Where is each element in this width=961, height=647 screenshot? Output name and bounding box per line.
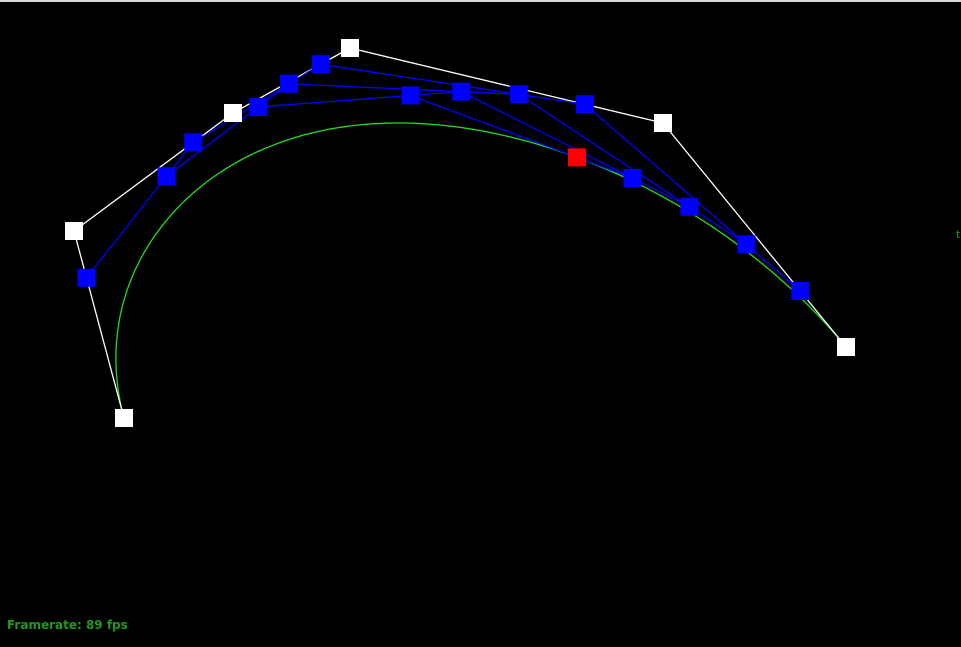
intermediate-point bbox=[77, 268, 96, 287]
bezier-curve bbox=[115, 122, 847, 419]
intermediate-point bbox=[623, 169, 642, 188]
edge-glyph: t bbox=[956, 228, 961, 241]
control-point-handle[interactable] bbox=[65, 222, 83, 240]
intermediate-point bbox=[249, 97, 268, 116]
intermediate-polyline bbox=[258, 90, 690, 208]
control-point-handle[interactable] bbox=[837, 338, 855, 356]
intermediate-point bbox=[791, 282, 810, 300]
intermediate-point bbox=[509, 85, 528, 104]
intermediate-point bbox=[401, 86, 420, 105]
control-point-handle[interactable] bbox=[341, 39, 359, 57]
intermediate-point bbox=[737, 235, 756, 254]
framerate-label: Framerate: 89 fps bbox=[7, 618, 128, 632]
evaluated-point bbox=[567, 148, 586, 167]
intermediate-point bbox=[279, 74, 298, 93]
intermediate-point bbox=[680, 197, 699, 216]
intermediate-point bbox=[157, 167, 176, 186]
intermediate-point bbox=[311, 55, 330, 74]
intermediate-point bbox=[575, 95, 594, 114]
intermediate-polyline bbox=[85, 63, 801, 292]
control-point-handle[interactable] bbox=[224, 104, 242, 122]
control-point-handle[interactable] bbox=[654, 114, 672, 132]
control-point-handle[interactable] bbox=[115, 409, 133, 427]
intermediate-point bbox=[184, 133, 203, 152]
intermediate-polyline bbox=[410, 94, 633, 179]
intermediate-point bbox=[452, 82, 471, 101]
